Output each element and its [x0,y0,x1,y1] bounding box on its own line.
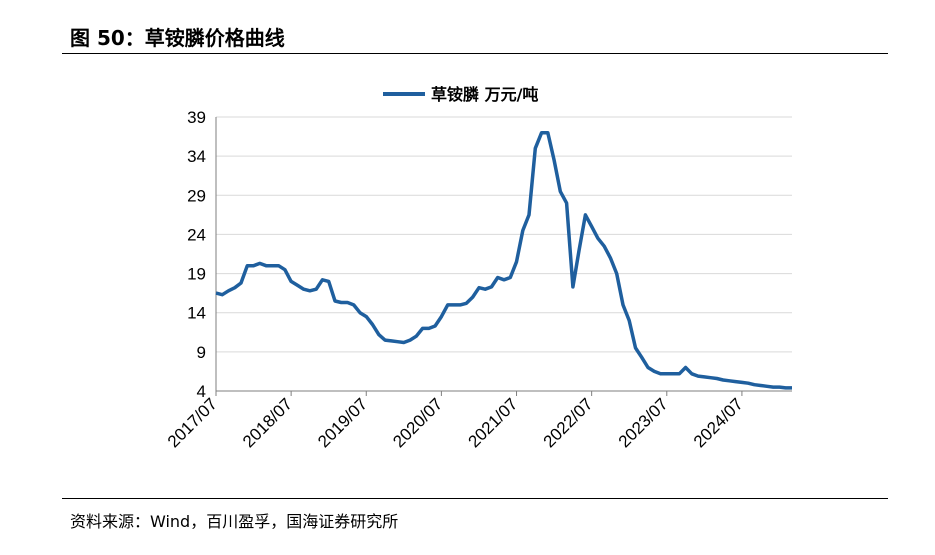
x-tick-label: 2021/07 [464,394,521,451]
y-tick-label: 29 [187,186,206,205]
x-tick-label: 2022/07 [540,394,597,451]
x-tick-label: 2019/07 [314,394,371,451]
x-tick-label: 2017/07 [164,394,221,451]
x-tick-label: 2023/07 [615,394,672,451]
y-tick-label: 24 [187,225,206,244]
legend-label: 草铵膦 万元/吨 [431,85,538,104]
y-axis-ticks: 4 9 14 19 24 29 34 39 [187,108,206,401]
series-line [215,130,792,390]
x-tick-label: 2018/07 [239,394,296,451]
source-divider [62,498,888,499]
y-tick-label: 14 [187,304,206,323]
grid-lines [216,116,792,353]
y-tick-label: 34 [187,147,206,166]
x-tick-label: 2024/07 [690,394,747,451]
y-tick-label: 19 [187,265,206,284]
y-tick-label: 39 [187,108,206,127]
title-divider [62,53,888,54]
y-tick-label: 4 [197,382,206,401]
x-axis-ticks: 2017/07 2018/07 2019/07 2020/07 2021/07 2022/… [164,394,747,451]
series-group [215,130,792,390]
legend: 草铵膦 万元/吨 [383,85,538,104]
figure-title: 图 50：草铵膦价格曲线 [70,26,285,50]
y-tick-label: 9 [197,343,206,362]
x-tick-label: 2020/07 [389,394,446,451]
price-line-chart: 4 9 14 19 24 29 34 39 2017/07 2018/07 2019/07 2020… [164,85,792,451]
axes [215,117,792,396]
source-note: 资料来源：Wind，百川盈孚，国海证券研究所 [70,512,399,531]
